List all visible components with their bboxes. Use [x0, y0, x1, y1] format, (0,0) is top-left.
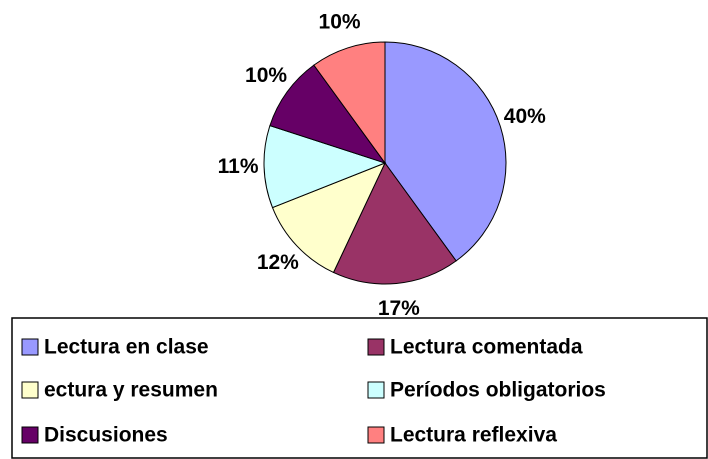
pie-slice	[313, 41, 386, 165]
pie-slice	[269, 64, 387, 164]
data-label: 40%	[504, 105, 546, 128]
legend-box	[11, 317, 708, 459]
legend-swatch	[21, 381, 39, 399]
legend-label: Períodos obligatorios	[390, 379, 606, 402]
pie-slice	[263, 124, 387, 209]
legend-swatch	[21, 338, 39, 356]
pie-slice	[384, 41, 507, 262]
pie-slice	[271, 162, 386, 274]
legend-label: Discusiones	[44, 424, 168, 447]
legend-swatch	[367, 338, 385, 356]
legend-swatch	[367, 426, 385, 444]
legend-label: ectura y resumen	[44, 379, 218, 402]
data-label: 10%	[245, 64, 287, 87]
legend-swatch	[367, 381, 385, 399]
legend-label: Lectura en clase	[44, 336, 209, 359]
data-label: 17%	[378, 297, 420, 320]
data-label: 12%	[257, 251, 299, 274]
data-label: 10%	[319, 11, 361, 34]
legend-label: Lectura reflexiva	[390, 424, 557, 447]
legend-label: Lectura comentada	[390, 336, 583, 359]
pie-slice	[332, 162, 457, 285]
data-label: 11%	[218, 155, 259, 178]
legend-swatch	[21, 426, 39, 444]
